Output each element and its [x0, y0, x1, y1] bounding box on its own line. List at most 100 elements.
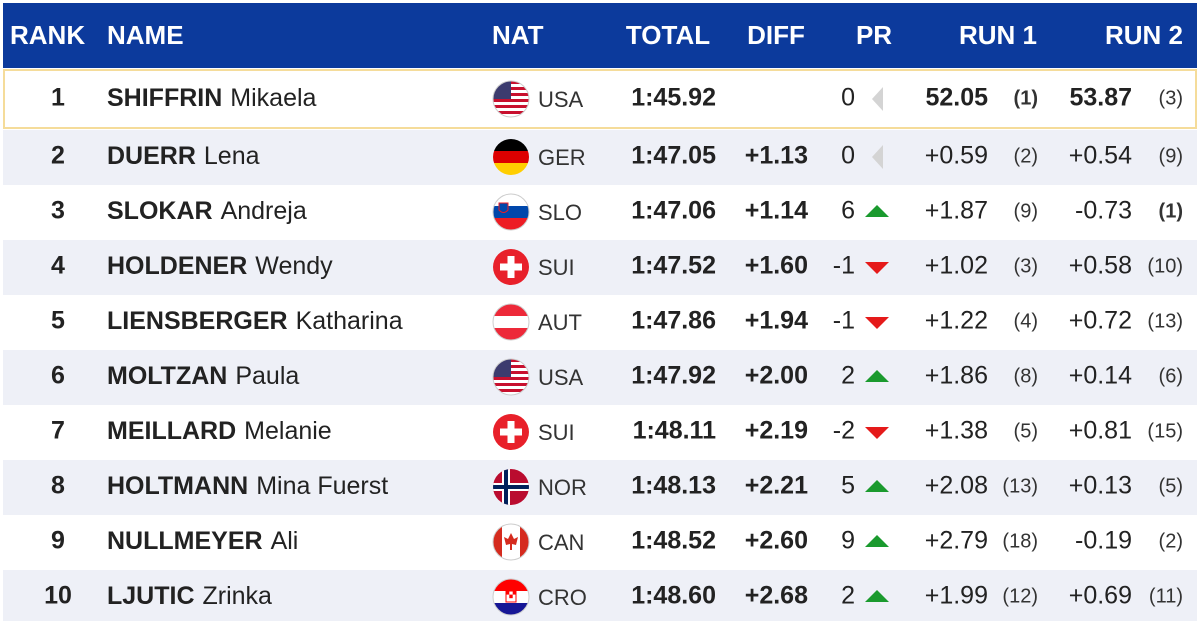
- position-arrow: [865, 535, 889, 547]
- diff: +1.13: [745, 142, 808, 170]
- position-arrow: [865, 262, 889, 274]
- header-run2: RUN 2: [1105, 20, 1183, 50]
- total-time: 1:45.92: [631, 84, 716, 112]
- nation: USA: [538, 365, 584, 390]
- run1-rank: (1): [1014, 87, 1038, 109]
- nation: AUT: [538, 310, 582, 335]
- run1-rank: (13): [1002, 475, 1038, 497]
- table-row: 6 MOLTZAN Paula USA 1:47.92 +2.00 2 +1.86 (8) +0.…: [3, 350, 1197, 405]
- rows: 1 SHIFFRIN Mikaela USA 1:45.92 0 52.05 (1) 53.87…: [3, 69, 1197, 621]
- first-name: Mina Fuerst: [256, 472, 388, 500]
- flag: [493, 249, 529, 285]
- run2-rank: (5): [1159, 475, 1183, 497]
- athlete-name: LJUTIC Zrinka: [107, 582, 272, 610]
- diff: +1.14: [745, 197, 808, 225]
- flag: [493, 414, 529, 450]
- table-row: 5 LIENSBERGER Katharina AUT 1:47.86 +1.94 -1 +1…: [3, 295, 1197, 350]
- run1-rank: (5): [1014, 420, 1038, 442]
- flag: [493, 579, 529, 615]
- run2-time: +0.72: [1069, 307, 1132, 335]
- athlete-name: LIENSBERGER Katharina: [107, 307, 403, 335]
- athlete-name: HOLTMANN Mina Fuerst: [107, 472, 388, 500]
- header-diff: DIFF: [747, 20, 805, 50]
- surname: MOLTZAN: [107, 362, 227, 390]
- surname: HOLTMANN: [107, 472, 248, 500]
- athlete-name: SLOKAR Andreja: [107, 197, 307, 225]
- surname: MEILLARD: [107, 417, 236, 445]
- run2-time: +0.69: [1069, 582, 1132, 610]
- row-background: [3, 350, 1197, 405]
- row-background: [3, 185, 1197, 240]
- surname: LJUTIC: [107, 582, 195, 610]
- rank: 6: [51, 362, 65, 390]
- position-arrow: [872, 145, 883, 169]
- table-row: 9 NULLMEYER Ali CAN 1:48.52 +2.60 9 +2.79 (18) -0…: [3, 515, 1197, 570]
- total-time: 1:47.52: [631, 252, 716, 280]
- surname: HOLDENER: [107, 252, 247, 280]
- table-row: 1 SHIFFRIN Mikaela USA 1:45.92 0 52.05 (1) 53.87…: [3, 69, 1197, 129]
- run2-rank: (9): [1159, 145, 1183, 167]
- position-arrow: [865, 370, 889, 382]
- row-background: [3, 460, 1197, 515]
- rank: 8: [51, 472, 65, 500]
- rank: 4: [51, 252, 65, 280]
- flag: [493, 304, 529, 340]
- run2-time: +0.14: [1069, 362, 1132, 390]
- position-change: -1: [833, 252, 855, 280]
- total-time: 1:47.06: [631, 197, 716, 225]
- diff: +2.68: [745, 582, 808, 610]
- run2-time: +0.54: [1069, 142, 1132, 170]
- position-change: 6: [841, 197, 855, 225]
- flag: [493, 359, 529, 395]
- flag: [493, 524, 529, 560]
- run1-rank: (2): [1014, 145, 1038, 167]
- run1-time: +1.38: [925, 417, 988, 445]
- table-row: 4 HOLDENER Wendy SUI 1:47.52 +1.60 -1 +1.02 (3) +…: [3, 240, 1197, 295]
- nation: CAN: [538, 530, 584, 555]
- total-time: 1:47.92: [631, 362, 716, 390]
- header-rank: RANK: [10, 20, 85, 50]
- table-row: 3 SLOKAR Andreja SLO 1:47.06 +1.14 6 +1.87 (9) -0…: [3, 185, 1197, 240]
- row-background: [3, 240, 1197, 295]
- first-name: Wendy: [255, 252, 333, 280]
- first-name: Lena: [204, 142, 260, 170]
- total-time: 1:48.11: [633, 417, 717, 445]
- total-time: 1:48.60: [631, 582, 716, 610]
- run1-time: +1.02: [925, 252, 988, 280]
- position-change: -1: [833, 307, 855, 335]
- flag: [493, 194, 529, 230]
- surname: LIENSBERGER: [107, 307, 288, 335]
- row-background: [3, 295, 1197, 350]
- run2-time: +0.81: [1069, 417, 1132, 445]
- athlete-name: MEILLARD Melanie: [107, 417, 332, 445]
- flag: [493, 81, 529, 117]
- position-arrow: [865, 427, 889, 439]
- total-time: 1:48.13: [631, 472, 716, 500]
- run1-rank: (12): [1002, 585, 1038, 607]
- row-background: [3, 405, 1197, 460]
- header-pr: PR: [856, 20, 892, 50]
- position-change: 5: [841, 472, 855, 500]
- nation: GER: [538, 145, 586, 170]
- surname: NULLMEYER: [107, 527, 263, 555]
- total-time: 1:47.86: [631, 307, 716, 335]
- diff: +1.94: [745, 307, 808, 335]
- first-name: Andreja: [221, 197, 307, 225]
- run1-time: +2.08: [925, 472, 988, 500]
- table-row: 8 HOLTMANN Mina Fuerst NOR 1:48.13 +2.21 5 +2.0…: [3, 460, 1197, 515]
- header-run1: RUN 1: [959, 20, 1037, 50]
- rank: 1: [51, 84, 65, 112]
- run1-time: +1.22: [925, 307, 988, 335]
- run1-time: +2.79: [925, 527, 988, 555]
- nation: NOR: [538, 475, 587, 500]
- run1-rank: (18): [1002, 530, 1038, 552]
- athlete-name: MOLTZAN Paula: [107, 362, 299, 390]
- first-name: Zrinka: [203, 582, 273, 610]
- rank: 2: [51, 142, 65, 170]
- diff: +2.21: [745, 472, 808, 500]
- surname: SLOKAR: [107, 197, 213, 225]
- nation: USA: [538, 87, 584, 112]
- position-arrow: [865, 205, 889, 217]
- run1-rank: (3): [1014, 255, 1038, 277]
